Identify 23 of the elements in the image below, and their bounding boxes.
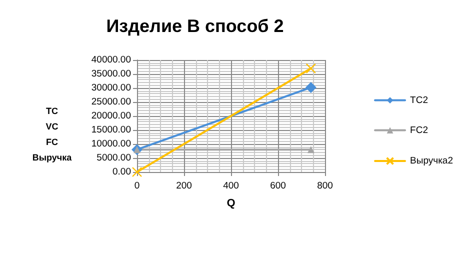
point — [305, 82, 316, 93]
legend-label: FC2 — [410, 124, 428, 136]
y-tick-label: 0.00 — [112, 166, 131, 178]
x-tick-label: 200 — [176, 180, 192, 192]
x-tick-label: 400 — [223, 180, 239, 192]
chart-title: Изделие В способ 2 — [106, 16, 284, 36]
y-axis-title: TC VC FC Выручка — [32, 106, 73, 162]
y-tick-label: 15000.00 — [91, 124, 131, 136]
y-tick-label: 25000.00 — [91, 96, 131, 108]
y-tick-label: 30000.00 — [91, 82, 131, 94]
y-tick-label: 5000.00 — [96, 152, 131, 164]
legend-label: TC2 — [410, 94, 428, 106]
point — [306, 63, 316, 74]
point — [132, 166, 142, 178]
x-tick-label: 800 — [317, 180, 333, 192]
x-axis-title: Q — [226, 198, 236, 210]
y-tick-label: 40000.00 — [91, 54, 131, 66]
y-tick-label: 10000.00 — [91, 138, 131, 150]
y-tick-label: 35000.00 — [91, 68, 131, 80]
x-tick-label: 600 — [270, 180, 286, 192]
x-tick-label: 0 — [134, 180, 140, 192]
y-tick-label: 20000.00 — [91, 110, 131, 122]
legend-label: Выручка2 — [410, 156, 454, 166]
